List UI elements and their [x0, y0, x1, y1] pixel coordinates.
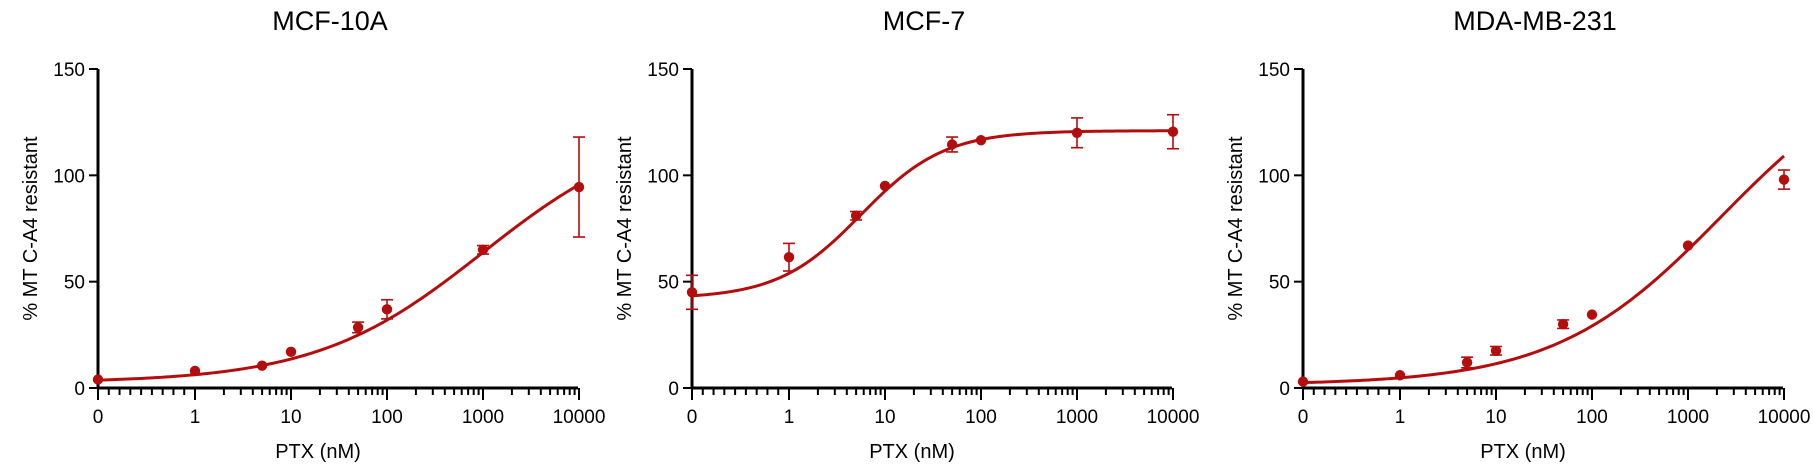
y-axis-label: % MT C-A4 resistant — [20, 136, 42, 321]
x-tick-label: 10 — [280, 407, 301, 428]
x-tick-label: 0 — [687, 407, 698, 428]
data-point — [285, 346, 297, 358]
x-tick-label: 1 — [190, 407, 201, 428]
y-tick-label: 50 — [1269, 273, 1290, 294]
chart-panel-1: MCF-10A 0 50 100 150 0 1 10 100 1000 10000 PTX (nM)… — [20, 6, 605, 463]
x-tick-label: 0 — [93, 407, 104, 428]
data-point — [783, 252, 795, 263]
x-tick-label: 100 — [371, 407, 403, 428]
chart-title: MCF-7 — [883, 6, 966, 36]
chart-title: MCF-10A — [272, 6, 388, 36]
y-tick-label: 150 — [1258, 60, 1290, 81]
y-tick-label: 100 — [53, 166, 85, 187]
x-tick-label: 10000 — [553, 407, 606, 428]
data-point — [1071, 127, 1083, 138]
data-point — [1778, 174, 1790, 185]
fit-curve — [1302, 154, 1785, 385]
y-tick-label: 0 — [74, 379, 85, 400]
data-point — [381, 304, 393, 315]
data-point — [189, 365, 201, 377]
y-tick-label: 0 — [668, 379, 679, 400]
fit-curve — [97, 183, 580, 382]
data-point — [92, 374, 104, 385]
y-axis-label: % MT C-A4 resistant — [1225, 136, 1247, 321]
x-tick-label: 1000 — [1667, 407, 1709, 428]
chart-panel-2: MCF-7 0 50 100 150 0 1 10 100 1000 10000 PTX (nM) % … — [614, 6, 1199, 463]
x-axis-label: PTX (nM) — [1480, 441, 1566, 463]
chart-title: MDA-MB-231 — [1453, 6, 1617, 36]
data-point — [879, 180, 891, 192]
chart-panel-3: MDA-MB-231 0 50 100 150 0 1 10 100 1000 10000 PTX (… — [1225, 6, 1810, 463]
data-point — [1586, 309, 1598, 320]
x-tick-label: 10 — [874, 407, 895, 428]
y-tick-label: 150 — [647, 60, 679, 81]
data-point — [573, 181, 585, 193]
x-tick-label: 10000 — [1147, 407, 1200, 428]
x-tick-label: 0 — [1298, 407, 1309, 428]
data-point — [1461, 357, 1473, 368]
data-point — [850, 210, 862, 221]
x-tick-label: 1000 — [1056, 407, 1098, 428]
data-point — [477, 244, 489, 255]
data-point — [352, 322, 364, 333]
y-tick-label: 150 — [53, 60, 85, 81]
x-axis-label: PTX (nM) — [869, 441, 955, 463]
x-tick-label: 10 — [1485, 407, 1506, 428]
x-axis-label: PTX (nM) — [275, 441, 361, 463]
x-tick-label: 1000 — [462, 407, 504, 428]
data-point — [1297, 376, 1309, 387]
x-tick-label: 100 — [965, 407, 997, 428]
x-tick-label: 10000 — [1758, 407, 1811, 428]
data-point — [1394, 370, 1406, 381]
data-point — [1490, 345, 1502, 356]
fit-curve — [691, 129, 1173, 298]
data-point — [1682, 240, 1694, 251]
y-tick-label: 50 — [64, 273, 85, 294]
y-axis-label: % MT C-A4 resistant — [614, 136, 636, 321]
y-tick-label: 0 — [1279, 379, 1290, 400]
y-tick-label: 100 — [1258, 166, 1290, 187]
x-tick-label: 1 — [1395, 407, 1406, 428]
x-tick-label: 1 — [784, 407, 795, 428]
data-point — [946, 139, 958, 150]
data-point — [1167, 126, 1179, 137]
x-tick-label: 100 — [1576, 407, 1608, 428]
data-point — [256, 360, 268, 371]
data-point — [975, 135, 987, 146]
data-point — [686, 287, 698, 298]
y-tick-label: 100 — [647, 166, 679, 187]
y-tick-label: 50 — [658, 273, 679, 294]
data-point — [1557, 319, 1569, 330]
